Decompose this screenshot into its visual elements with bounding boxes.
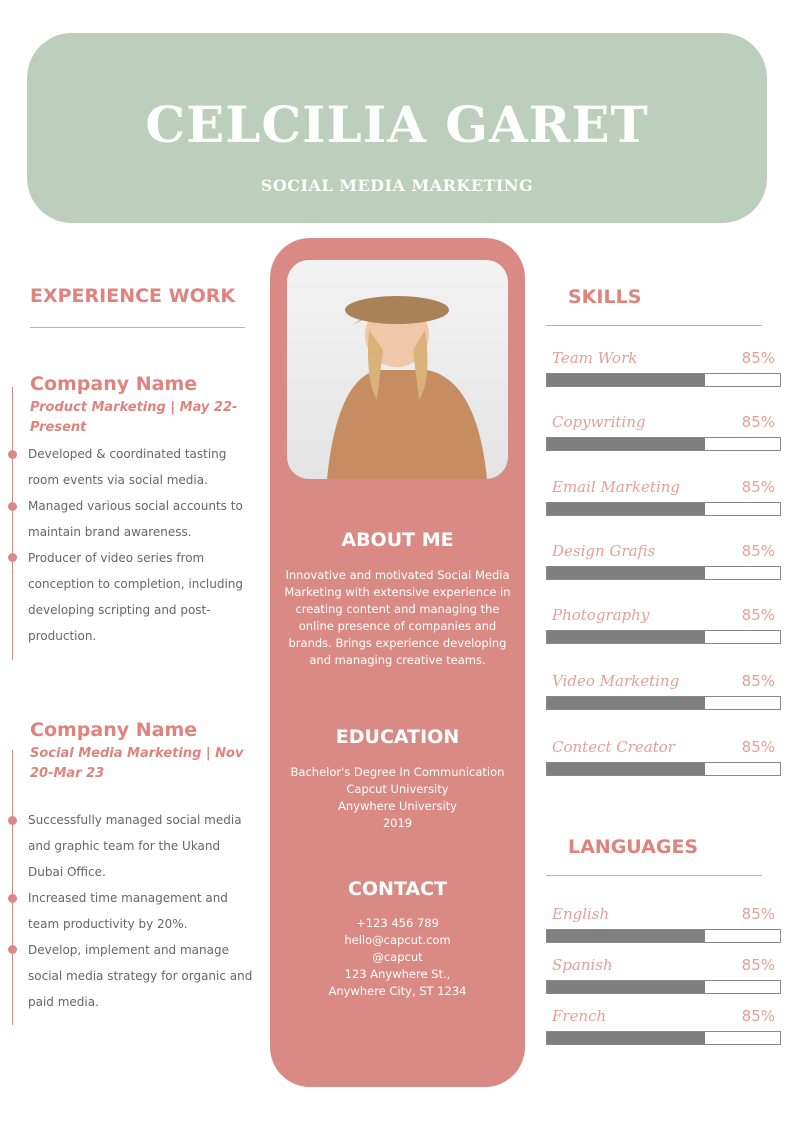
- skill-percent: 85%: [741, 606, 775, 624]
- education-title: EDUCATION: [335, 726, 460, 748]
- progress-fill: [547, 981, 706, 993]
- education-line: Capcut University: [346, 782, 449, 796]
- education-text: Bachelor's Degree In Communication Capcu…: [270, 764, 525, 832]
- progress-fill: [547, 697, 706, 709]
- job-subtitle: Product Marketing | May 22-Present: [30, 400, 238, 435]
- progress-bar: [546, 630, 781, 644]
- language: English 85%: [546, 905, 781, 943]
- progress-bar: [546, 929, 781, 943]
- progress-fill: [547, 631, 706, 643]
- bullet-dot: [8, 553, 17, 562]
- candidate-role: SOCIAL MEDIA MARKETING: [260, 176, 534, 195]
- skill-label: Photography: [552, 606, 650, 624]
- center-panel: ABOUT ME Innovative and motivated Social…: [270, 238, 525, 1087]
- progress-bar: [546, 373, 781, 387]
- contact-title: CONTACT: [347, 878, 448, 900]
- job-bullets: Successfully managed social media and gr…: [28, 807, 258, 1015]
- skill: Team Work 85%: [546, 349, 781, 387]
- progress-bar: [546, 437, 781, 451]
- skill-percent: 85%: [741, 738, 775, 756]
- skill-percent: 85%: [741, 542, 775, 560]
- profile-photo: [287, 260, 508, 479]
- contact-address: 123 Anywhere St.,: [344, 967, 451, 981]
- skill-percent: 85%: [741, 672, 775, 690]
- progress-bar: [546, 1031, 781, 1045]
- skill-label: Copywriting: [552, 413, 646, 431]
- skill: Email Marketing 85%: [546, 478, 781, 516]
- divider: [546, 875, 762, 876]
- skill-label: Design Grafis: [552, 542, 656, 560]
- languages-title: LANGUAGES: [568, 836, 699, 858]
- bullet: Increased time management and team produ…: [28, 891, 228, 931]
- contact-email: hello@capcut.com: [344, 933, 451, 947]
- progress-fill: [547, 374, 706, 386]
- skill-percent: 85%: [741, 478, 775, 496]
- divider: [546, 325, 762, 326]
- bullet: Successfully managed social media and gr…: [28, 813, 242, 879]
- contact-handle: @capcut: [372, 950, 423, 964]
- header-banner: CELCILIA GARET SOCIAL MEDIA MARKETING: [27, 33, 767, 223]
- contact-text: +123 456 789 hello@capcut.com @capcut 12…: [270, 915, 525, 1000]
- candidate-name: CELCILIA GARET: [145, 95, 649, 154]
- language-label: Spanish: [552, 956, 613, 974]
- progress-fill: [547, 503, 706, 515]
- bullet-dot: [8, 502, 17, 511]
- skill: Photography 85%: [546, 606, 781, 644]
- language-percent: 85%: [741, 956, 775, 974]
- progress-bar: [546, 980, 781, 994]
- education-line: Bachelor's Degree In Communication: [290, 765, 505, 779]
- bullet-dot: [8, 816, 17, 825]
- language-label: French: [552, 1007, 607, 1025]
- about-text: Innovative and motivated Social Media Ma…: [284, 568, 511, 667]
- skill-percent: 85%: [741, 413, 775, 431]
- contact-phone: +123 456 789: [356, 916, 439, 930]
- bullet-dot: [8, 945, 17, 954]
- bullet: Develop, implement and manage social med…: [28, 943, 253, 1009]
- bullet: Producer of video series from conception…: [28, 551, 244, 643]
- progress-fill: [547, 1032, 706, 1044]
- education-line: 2019: [382, 816, 413, 830]
- skill: Contect Creator 85%: [546, 738, 781, 776]
- timeline-line: [12, 750, 13, 1025]
- bullet-dot: [8, 450, 17, 459]
- language-percent: 85%: [741, 905, 775, 923]
- language-label: English: [552, 905, 610, 923]
- language: Spanish 85%: [546, 956, 781, 994]
- skills-title: SKILLS: [568, 286, 642, 308]
- company-name: Company Name: [30, 373, 198, 395]
- job-bullets: Developed & coordinated tasting room eve…: [28, 441, 258, 649]
- bullet-dot: [8, 894, 17, 903]
- language-percent: 85%: [741, 1007, 775, 1025]
- job-subtitle: Social Media Marketing | Nov 20-Mar 23: [30, 746, 244, 781]
- education-line: Anywhere University: [338, 799, 457, 813]
- skill: Copywriting 85%: [546, 413, 781, 451]
- progress-fill: [547, 930, 706, 942]
- about-title: ABOUT ME: [341, 529, 454, 551]
- skill-label: Video Marketing: [552, 672, 680, 690]
- progress-bar: [546, 696, 781, 710]
- skill-label: Email Marketing: [552, 478, 681, 496]
- progress-fill: [547, 438, 706, 450]
- skill-label: Contect Creator: [552, 738, 675, 756]
- experience-title: EXPERIENCE WORK: [30, 285, 236, 307]
- skill-percent: 85%: [741, 349, 775, 367]
- language: French 85%: [546, 1007, 781, 1045]
- skill: Video Marketing 85%: [546, 672, 781, 710]
- skill-label: Team Work: [552, 349, 638, 367]
- bullet: Managed various social accounts to maint…: [28, 499, 243, 539]
- bullet: Developed & coordinated tasting room eve…: [28, 447, 227, 487]
- company-name: Company Name: [30, 719, 198, 741]
- skill: Design Grafis 85%: [546, 542, 781, 580]
- progress-bar: [546, 762, 781, 776]
- progress-fill: [547, 567, 706, 579]
- progress-fill: [547, 763, 706, 775]
- progress-bar: [546, 566, 781, 580]
- progress-bar: [546, 502, 781, 516]
- timeline-line: [12, 387, 13, 660]
- contact-city: Anywhere City, ST 1234: [328, 984, 467, 998]
- divider: [30, 327, 245, 328]
